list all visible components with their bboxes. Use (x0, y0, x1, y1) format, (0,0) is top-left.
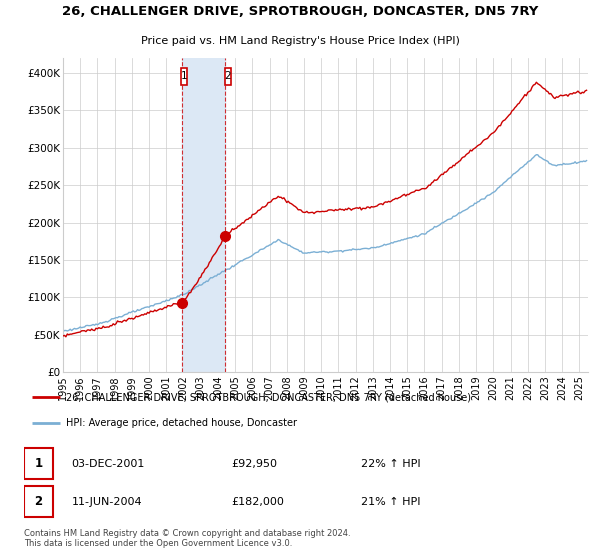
Text: 26, CHALLENGER DRIVE, SPROTBROUGH, DONCASTER, DN5 7RY (detached house): 26, CHALLENGER DRIVE, SPROTBROUGH, DONCA… (66, 392, 471, 402)
FancyBboxPatch shape (24, 448, 53, 479)
Text: £182,000: £182,000 (232, 497, 284, 507)
FancyBboxPatch shape (224, 68, 230, 85)
Text: 26, CHALLENGER DRIVE, SPROTBROUGH, DONCASTER, DN5 7RY: 26, CHALLENGER DRIVE, SPROTBROUGH, DONCA… (62, 5, 538, 18)
Text: 11-JUN-2004: 11-JUN-2004 (71, 497, 142, 507)
Text: 2: 2 (35, 495, 43, 508)
Bar (182, 58, 226, 372)
Text: 21% ↑ HPI: 21% ↑ HPI (361, 497, 420, 507)
Text: 03-DEC-2001: 03-DEC-2001 (71, 459, 145, 469)
FancyBboxPatch shape (24, 486, 53, 517)
Text: 1: 1 (181, 72, 188, 81)
FancyBboxPatch shape (181, 68, 187, 85)
Text: 1: 1 (35, 457, 43, 470)
Text: 2: 2 (224, 72, 231, 81)
Text: 22% ↑ HPI: 22% ↑ HPI (361, 459, 420, 469)
Text: Price paid vs. HM Land Registry's House Price Index (HPI): Price paid vs. HM Land Registry's House … (140, 35, 460, 45)
Text: Contains HM Land Registry data © Crown copyright and database right 2024.
This d: Contains HM Land Registry data © Crown c… (24, 529, 350, 548)
Text: HPI: Average price, detached house, Doncaster: HPI: Average price, detached house, Donc… (66, 418, 297, 428)
Text: £92,950: £92,950 (232, 459, 278, 469)
